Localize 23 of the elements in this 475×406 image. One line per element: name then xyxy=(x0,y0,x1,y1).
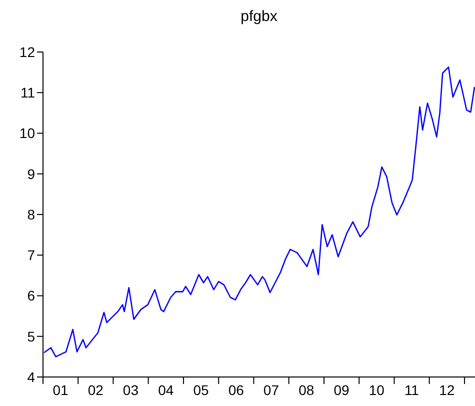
y-tick-label: 7 xyxy=(27,247,36,264)
y-tick-label: 12 xyxy=(19,44,36,60)
x-tick-label: 02 xyxy=(88,382,104,398)
x-tick-label: 11 xyxy=(404,382,420,398)
x-tick-label: 01 xyxy=(52,382,68,398)
x-tick-label: 04 xyxy=(158,382,174,398)
y-tick-label: 9 xyxy=(27,166,36,182)
x-tick-label: 10 xyxy=(368,382,385,398)
line-series xyxy=(43,66,475,358)
x-tick-label: 09 xyxy=(334,382,350,398)
y-tick-label: 5 xyxy=(27,328,36,344)
x-tick-label: 07 xyxy=(263,382,280,398)
y-tick-label: 11 xyxy=(20,84,36,101)
y-tick-label: 8 xyxy=(27,206,36,222)
x-tick-label: 12 xyxy=(439,382,455,398)
x-tick-label: 03 xyxy=(122,382,139,398)
chart-title: pfgbx xyxy=(240,8,278,25)
y-tick-label: 4 xyxy=(27,368,36,385)
x-tick-label: 08 xyxy=(298,382,314,398)
y-tick-label: 10 xyxy=(19,125,36,142)
y-tick-label: 6 xyxy=(27,288,36,304)
x-tick-label: 05 xyxy=(193,382,210,398)
x-tick-label: 06 xyxy=(228,382,244,398)
